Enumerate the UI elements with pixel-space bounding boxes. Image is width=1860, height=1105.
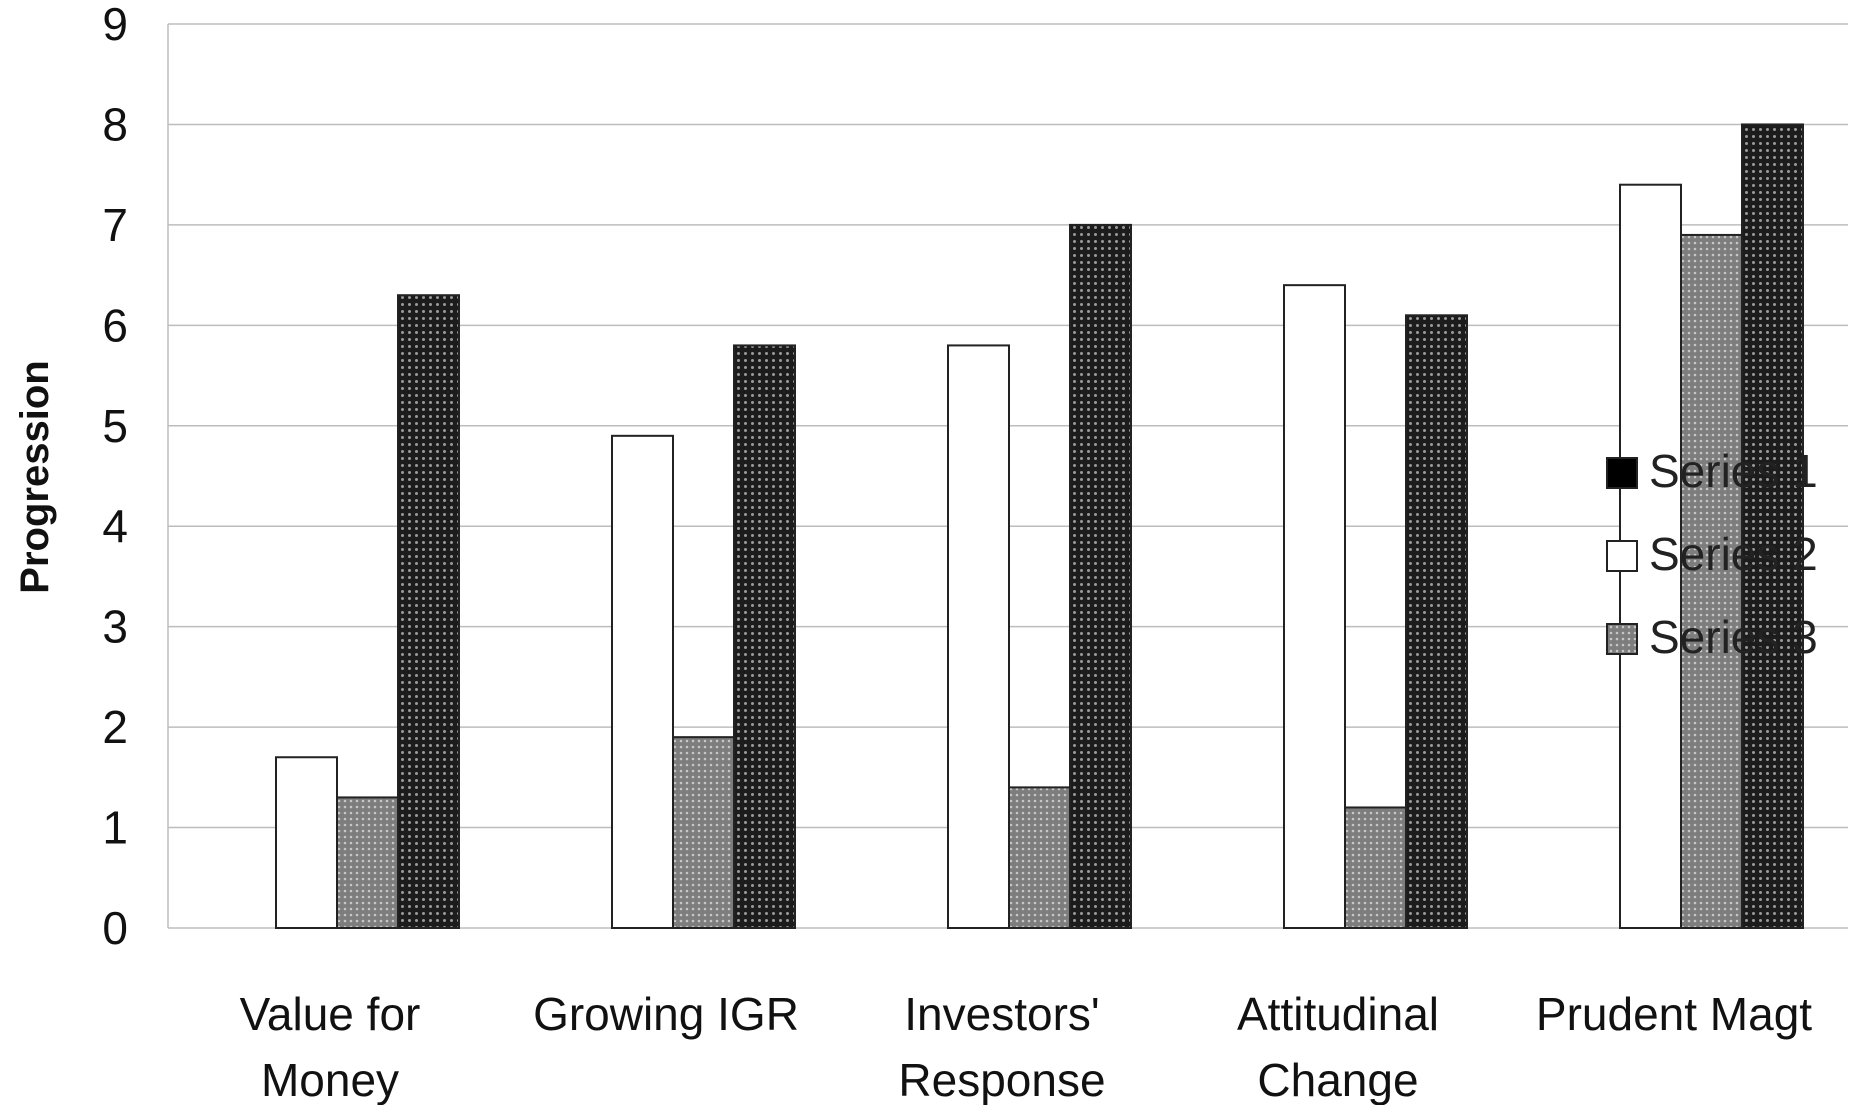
bar-series-2-cat-1 bbox=[611, 434, 674, 929]
y-tick-label: 7 bbox=[102, 199, 128, 251]
bars bbox=[275, 123, 1804, 930]
x-category-label: Attitudinal bbox=[1237, 988, 1439, 1040]
bar-series-1-cat-0 bbox=[397, 294, 460, 929]
legend-swatch bbox=[1606, 623, 1638, 655]
legend-label: Series 2 bbox=[1649, 528, 1818, 580]
y-tick-label: 5 bbox=[102, 400, 128, 452]
bar-series-2-cat-3 bbox=[1283, 284, 1346, 929]
y-tick-label: 8 bbox=[102, 98, 128, 150]
x-category-label: Change bbox=[1257, 1054, 1418, 1105]
bar-series-1-cat-1 bbox=[733, 344, 796, 929]
bar-series-3-cat-4 bbox=[1680, 233, 1743, 929]
bar-series-3-cat-2 bbox=[1008, 786, 1071, 930]
y-tick-label: 2 bbox=[102, 701, 128, 753]
x-category-label: Prudent Magt bbox=[1536, 988, 1812, 1040]
y-tick-label: 9 bbox=[102, 0, 128, 50]
y-tick-label: 6 bbox=[102, 299, 128, 351]
y-axis-ticks: 0 1 2 3 4 5 6 7 8 9 bbox=[102, 0, 128, 954]
bar-series-3-cat-0 bbox=[336, 796, 399, 930]
legend-swatch bbox=[1606, 457, 1638, 489]
bar-series-3-cat-3 bbox=[1344, 806, 1407, 930]
bar-series-1-cat-3 bbox=[1405, 314, 1468, 929]
bar-series-1-cat-4 bbox=[1741, 123, 1804, 929]
legend-label: Series 1 bbox=[1649, 445, 1818, 497]
y-tick-label: 1 bbox=[102, 802, 128, 854]
bar-series-3-cat-1 bbox=[672, 736, 735, 930]
x-category-label: Response bbox=[898, 1054, 1105, 1105]
legend-swatch bbox=[1606, 540, 1638, 572]
y-axis-title: Progression bbox=[13, 360, 57, 593]
x-category-label: Value for bbox=[240, 988, 421, 1040]
x-category-label: Money bbox=[261, 1054, 399, 1105]
legend: Series 1 Series 2 Series 3 bbox=[1606, 445, 1818, 663]
bar-series-1-cat-2 bbox=[1069, 223, 1132, 929]
y-tick-label: 4 bbox=[102, 500, 128, 552]
y-tick-label: 3 bbox=[102, 601, 128, 653]
x-axis-labels: Value for Money Growing IGR Investors' Respo… bbox=[240, 988, 1813, 1105]
legend-label: Series 3 bbox=[1649, 611, 1818, 663]
bar-series-2-cat-2 bbox=[947, 344, 1010, 929]
x-category-label: Growing IGR bbox=[533, 988, 799, 1040]
x-category-label: Investors' bbox=[904, 988, 1099, 1040]
bar-series-2-cat-0 bbox=[275, 756, 338, 929]
y-tick-label: 0 bbox=[102, 902, 128, 954]
